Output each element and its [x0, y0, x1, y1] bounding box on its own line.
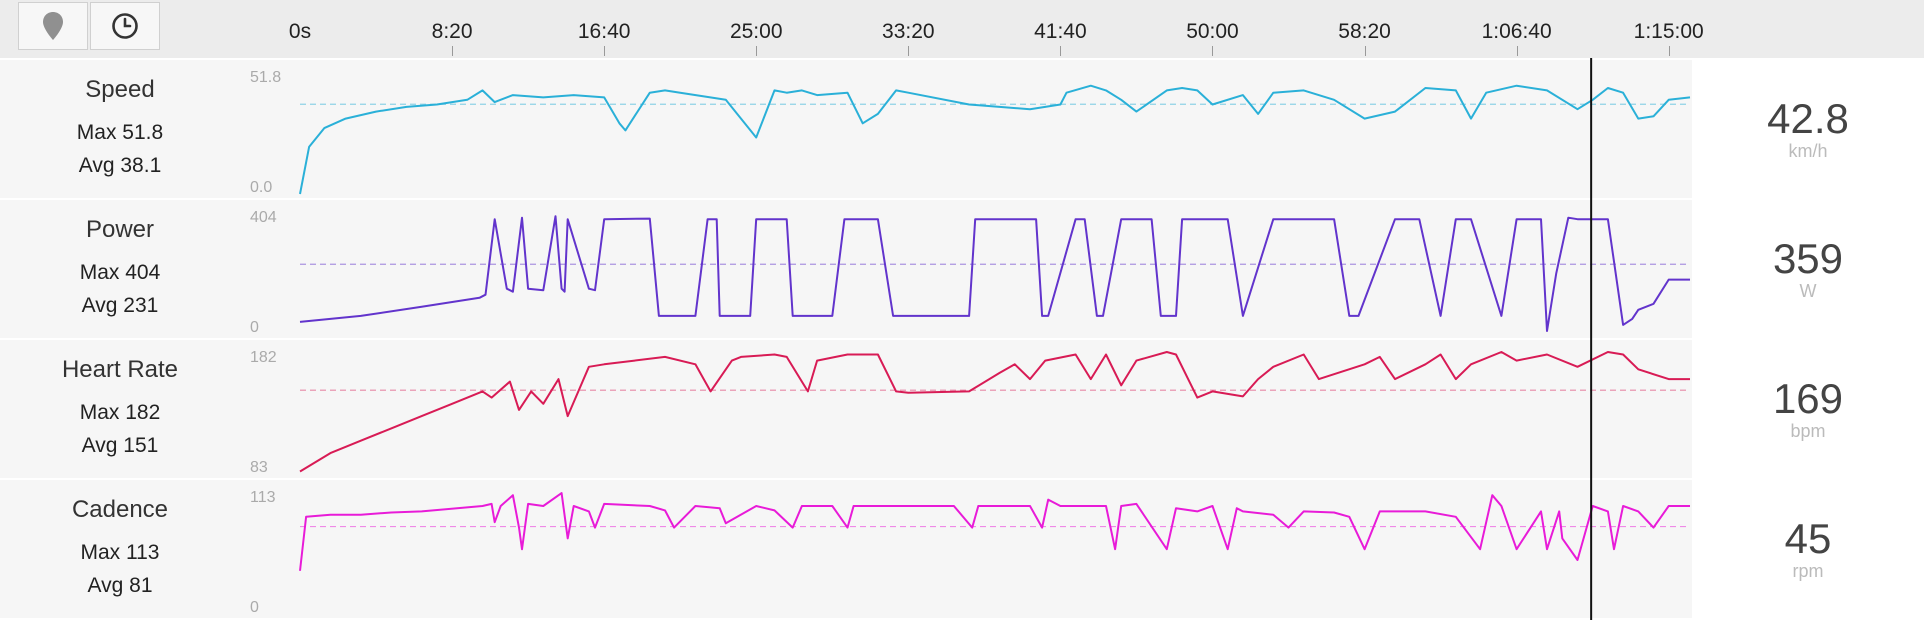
power-avg-value: Avg 231 — [81, 294, 159, 317]
speed-chart: 51.8 0.0 — [250, 69, 1691, 196]
power-current-value: 359 — [1772, 234, 1844, 282]
power-metric-name: Power — [85, 216, 155, 243]
time-tick-label: 25:00 — [729, 20, 783, 43]
heart-rate-unit: bpm — [1790, 420, 1826, 441]
cadence-y-min-label: 0 — [250, 599, 259, 616]
heart-rate-row: Heart Rate Max 182 Avg 151 169 bpm 182 83 — [0, 340, 1924, 478]
time-tick-mark — [1516, 46, 1518, 56]
speed-plot-area[interactable] — [240, 60, 1692, 198]
time-tick-mark — [604, 46, 606, 56]
time-tick-mark — [908, 46, 910, 56]
cadence-metric-name: Cadence — [71, 496, 169, 523]
time-tick-label: 33:20 — [882, 20, 935, 43]
power-max-value: Max 404 — [79, 261, 161, 284]
clock-icon — [112, 13, 138, 39]
time-tick-label: 1:15:00 — [1633, 20, 1704, 43]
heart-rate-chart: 182 83 — [250, 349, 1690, 476]
cadence-series-line — [299, 492, 1690, 571]
cadence-unit: rpm — [1792, 560, 1824, 581]
speed-current-value: 42.8 — [1767, 94, 1849, 142]
toolbar: 0s 8:20 16:40 25:00 33:20 41:40 50:00 58:20 1:06… — [0, 0, 1924, 58]
power-row: Power Max 404 Avg 231 359 W 404 0 — [0, 200, 1924, 338]
time-tick-label: 41:40 — [1034, 20, 1087, 43]
speed-unit: km/h — [1788, 140, 1828, 161]
speed-y-max-label: 51.8 — [250, 69, 281, 86]
speed-series-line — [299, 84, 1691, 195]
speed-max-value: Max 51.8 — [76, 121, 164, 144]
heart-rate-current-value: 169 — [1772, 374, 1844, 422]
heart-rate-current-readout: 169 bpm — [1692, 340, 1924, 478]
speed-metric-name: Speed — [85, 76, 155, 103]
speed-y-min-label: 0.0 — [250, 179, 272, 196]
cadence-max-value: Max 113 — [80, 541, 160, 564]
time-tick-label: 50:00 — [1186, 20, 1239, 43]
heart-rate-y-max-label: 182 — [250, 349, 277, 366]
time-tick-mark — [1212, 46, 1214, 56]
speed-current-readout: 42.8 km/h — [1692, 60, 1924, 198]
cadence-current-value: 45 — [1784, 514, 1832, 562]
time-tick-mark — [1060, 46, 1062, 56]
power-y-min-label: 0 — [250, 319, 259, 336]
power-unit: W — [1799, 280, 1817, 301]
time-tick-label: 0s — [288, 20, 312, 43]
map-pin-icon — [43, 12, 63, 40]
speed-summary: Speed Max 51.8 Avg 38.1 — [0, 60, 240, 198]
power-y-max-label: 404 — [250, 209, 277, 226]
cadence-y-max-label: 113 — [250, 489, 276, 506]
heart-rate-plot-area[interactable] — [240, 340, 1692, 478]
time-tick-label: 16:40 — [577, 20, 631, 43]
map-view-button[interactable] — [18, 2, 88, 50]
power-summary: Power Max 404 Avg 231 — [0, 200, 240, 338]
speed-avg-value: Avg 38.1 — [78, 154, 162, 177]
heart-rate-y-min-label: 83 — [250, 459, 268, 476]
heart-rate-series-line — [299, 351, 1690, 473]
power-chart: 404 0 — [250, 209, 1690, 336]
time-tick-mark — [756, 46, 758, 56]
time-tick-mark — [1668, 46, 1670, 56]
time-view-button[interactable] — [90, 2, 160, 50]
power-series-line — [299, 215, 1690, 332]
cadence-row: Cadence Max 113 Avg 81 45 rpm 113 0 — [0, 480, 1924, 618]
power-current-readout: 359 W — [1692, 200, 1924, 338]
cadence-current-readout: 45 rpm — [1692, 480, 1924, 618]
heart-rate-max-value: Max 182 — [79, 401, 161, 424]
heart-rate-summary: Heart Rate Max 182 Avg 151 — [0, 340, 240, 478]
time-tick-label: 58:20 — [1338, 20, 1391, 43]
heart-rate-metric-name: Heart Rate — [61, 356, 179, 383]
cadence-chart: 113 0 — [250, 489, 1690, 616]
heart-rate-avg-value: Avg 151 — [81, 434, 159, 457]
speed-row: Speed Max 51.8 Avg 38.1 42.8 km/h 51.8 0.0 — [0, 60, 1924, 198]
cadence-plot-area[interactable] — [240, 480, 1692, 618]
time-tick-mark — [452, 46, 454, 56]
time-tick-label: 1:06:40 — [1481, 20, 1552, 43]
cadence-avg-value: Avg 81 — [87, 574, 153, 597]
time-tick-label: 8:20 — [431, 20, 473, 43]
cadence-summary: Cadence Max 113 Avg 81 — [0, 480, 240, 618]
time-tick-mark — [1364, 46, 1366, 56]
